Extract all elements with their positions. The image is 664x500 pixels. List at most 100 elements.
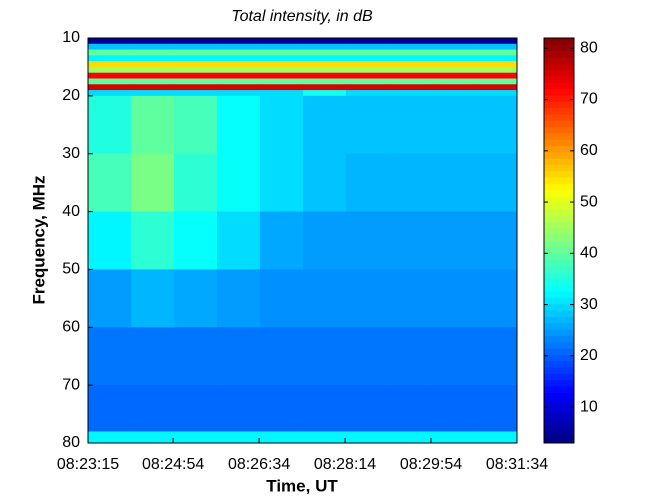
colorbar-segment — [544, 196, 574, 204]
heatmap-cell — [302, 153, 347, 213]
heatmap-cell — [345, 66, 390, 74]
colorbar-segment — [544, 354, 574, 362]
colorbar-segment — [544, 82, 574, 90]
heatmap-cell — [302, 72, 347, 79]
heatmap-cell — [216, 90, 261, 97]
heatmap-cell — [216, 38, 261, 45]
heatmap-cell — [388, 38, 433, 45]
heatmap-cell — [259, 84, 304, 91]
heatmap-cell — [474, 431, 518, 444]
colorbar-segment — [544, 221, 574, 229]
colorbar-segment — [544, 227, 574, 235]
x-tick-label: 08:26:34 — [228, 456, 290, 473]
heatmap-cell — [173, 55, 218, 62]
heatmap-cell — [302, 431, 347, 444]
colorbar-segment — [544, 208, 574, 216]
y-tick-label: 60 — [62, 319, 80, 336]
heatmap-cell — [431, 269, 476, 328]
y-tick-label: 10 — [62, 29, 80, 46]
heatmap-cell — [216, 66, 261, 74]
heatmap-cell — [345, 43, 390, 51]
y-tick-label: 40 — [62, 203, 80, 220]
heatmap-cell — [302, 385, 347, 432]
heatmap-cell — [302, 84, 347, 91]
colorbar-segment — [544, 240, 574, 248]
heatmap-cell — [216, 55, 261, 62]
heatmap-cell — [130, 78, 175, 85]
heatmap-cell — [474, 327, 518, 386]
heatmap-cell — [302, 55, 347, 62]
heatmap-cell — [431, 55, 476, 62]
heatmap-cell — [88, 385, 132, 432]
heatmap-cell — [431, 84, 476, 91]
heatmap-cell — [474, 84, 518, 91]
colorbar-tick-label: 40 — [580, 245, 598, 262]
heatmap-cell — [130, 385, 175, 432]
x-axis-label: Time, UT — [266, 476, 338, 495]
heatmap-cell — [345, 153, 390, 213]
y-tick-label: 50 — [62, 261, 80, 278]
heatmap-cell — [88, 61, 132, 68]
heatmap-cell — [388, 153, 433, 213]
heatmap-cell — [259, 431, 304, 444]
heatmap-cell — [259, 153, 304, 213]
heatmap-cell — [302, 211, 347, 270]
heatmap-cell — [88, 43, 132, 51]
heatmap-cell — [259, 327, 304, 386]
heatmap-cell — [130, 72, 175, 79]
colorbar-tick-label: 80 — [580, 39, 598, 56]
heatmap-cell — [130, 66, 175, 74]
heatmap-cell — [302, 61, 347, 68]
colorbar-segment — [544, 107, 574, 115]
colorbar-segment — [544, 63, 574, 71]
heatmap-cell — [388, 90, 433, 97]
heatmap-cell — [130, 327, 175, 386]
heatmap-cell — [474, 153, 518, 213]
heatmap-cell — [173, 153, 218, 213]
heatmap-cell — [88, 90, 132, 97]
heatmap-cell — [173, 43, 218, 51]
heatmap-cell — [173, 78, 218, 85]
heatmap-cell — [388, 385, 433, 432]
heatmap-cell — [88, 55, 132, 62]
heatmap-cell — [88, 431, 132, 444]
heatmap-cell — [388, 61, 433, 68]
colorbar-tick-label: 60 — [580, 142, 598, 159]
y-tick-label: 70 — [62, 376, 80, 393]
heatmap-cell — [388, 49, 433, 56]
heatmap-cell — [345, 327, 390, 386]
colorbar-segment — [544, 120, 574, 128]
heatmap-cell — [216, 84, 261, 91]
heatmap-cell — [388, 84, 433, 91]
heatmap-cell — [173, 38, 218, 45]
heatmap-cell — [431, 95, 476, 155]
heatmap-cell — [345, 95, 390, 155]
heatmap-cell — [388, 269, 433, 328]
colorbar-segment — [544, 360, 574, 368]
heatmap-cell — [216, 385, 261, 432]
heatmap-cell — [302, 78, 347, 85]
heatmap-cell — [173, 84, 218, 91]
colorbar-segment — [544, 170, 574, 178]
heatmap-cell — [216, 431, 261, 444]
colorbar-segment — [544, 373, 574, 381]
heatmap-cell — [431, 211, 476, 270]
heatmap-cell — [302, 49, 347, 56]
colorbar-segment — [544, 367, 574, 374]
heatmap-cell — [345, 431, 390, 444]
colorbar-frame — [543, 37, 575, 444]
heatmap-cell — [259, 55, 304, 62]
heatmap-cell — [130, 43, 175, 51]
colorbar-segment — [544, 348, 574, 355]
heatmap-cell — [388, 431, 433, 444]
colorbar-segment — [544, 75, 574, 83]
y-tick-label: 80 — [62, 434, 80, 451]
heatmap-cell — [173, 385, 218, 432]
heatmap-cell — [431, 431, 476, 444]
colorbar-segment — [544, 430, 574, 438]
heatmap-cell — [388, 95, 433, 155]
heatmap-cell — [88, 72, 132, 79]
colorbar-segment — [544, 215, 574, 223]
heatmap-cell — [388, 55, 433, 62]
heatmap-cell — [474, 61, 518, 68]
